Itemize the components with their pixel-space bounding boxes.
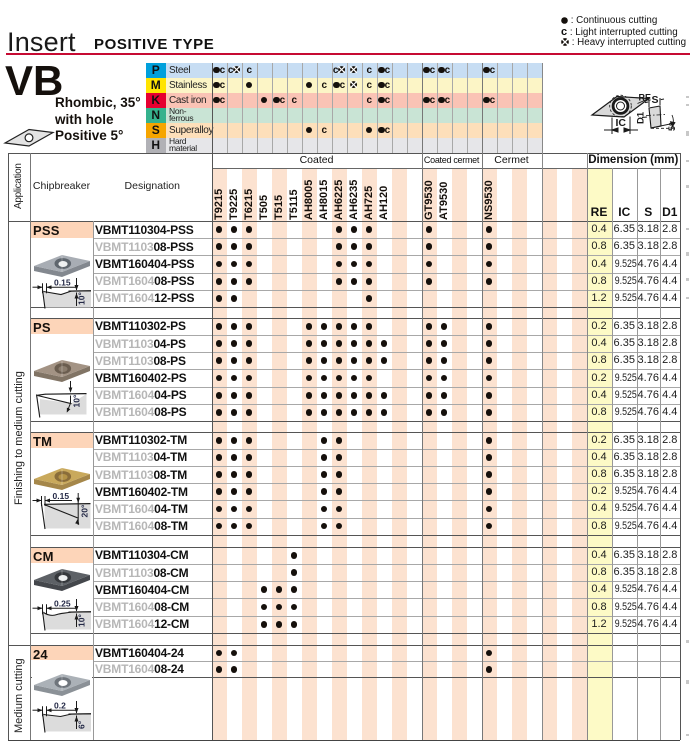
svg-text:20°: 20°	[80, 504, 90, 517]
svg-text:S: S	[652, 94, 659, 106]
svg-text:0.25: 0.25	[54, 599, 71, 609]
svg-text:RE: RE	[639, 93, 652, 103]
svg-text:6°: 6°	[77, 720, 87, 729]
svg-text:0.15: 0.15	[53, 491, 70, 501]
svg-text:IC: IC	[616, 117, 627, 129]
svg-text:10°: 10°	[77, 291, 87, 304]
svg-text:5°: 5°	[667, 122, 677, 131]
svg-text:10°: 10°	[72, 394, 82, 407]
svg-text:10°: 10°	[77, 614, 87, 627]
svg-text:D1: D1	[636, 111, 647, 124]
svg-text:0.2: 0.2	[54, 701, 66, 711]
svg-text:0.15: 0.15	[54, 277, 71, 287]
